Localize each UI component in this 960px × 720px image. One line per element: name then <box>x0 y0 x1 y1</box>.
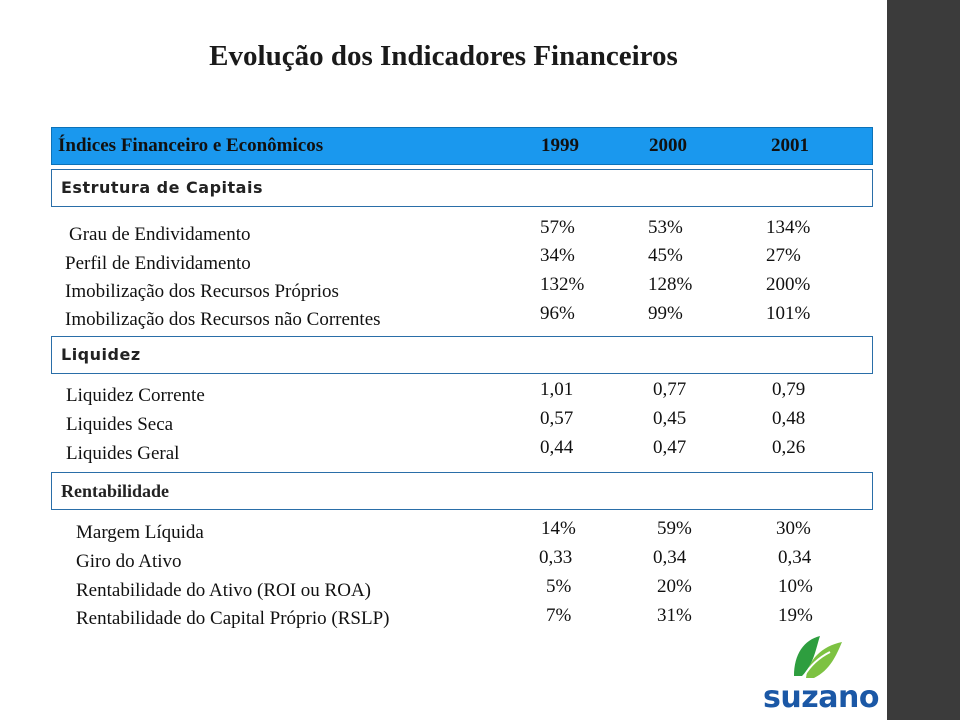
page-title: Evolução dos Indicadores Financeiros <box>209 40 678 72</box>
section-estrutura-header: Estrutura de Capitais <box>51 169 873 207</box>
value-1999: 132% <box>540 274 585 295</box>
value-1999: 96% <box>540 303 575 324</box>
value-1999: 7% <box>546 605 572 626</box>
value-2001: 27% <box>766 245 801 266</box>
section-rentabilidade-header: Rentabilidade <box>51 472 873 510</box>
value-2001: 200% <box>766 274 811 295</box>
value-2000: 31% <box>657 605 692 626</box>
section-rentabilidade-title: Rentabilidade <box>61 481 170 501</box>
value-2001: 30% <box>776 518 811 539</box>
value-2001: 101% <box>766 303 811 324</box>
value-2001: 19% <box>778 605 813 626</box>
header-label: Índices Financeiro e Econômicos <box>58 135 324 156</box>
value-2001: 0,26 <box>772 437 806 458</box>
table-header: Índices Financeiro e Econômicos 1999 200… <box>51 127 873 165</box>
row-label: Liquidez Corrente <box>66 385 205 406</box>
row-label: Grau de Endividamento <box>69 224 251 245</box>
value-1999: 5% <box>546 576 572 597</box>
section-estrutura-title: Estrutura de Capitais <box>61 178 263 197</box>
suzano-logo-text: suzano <box>763 680 879 715</box>
value-1999: 1,01 <box>540 379 574 400</box>
value-2000: 0,34 <box>653 547 687 568</box>
row-label: Rentabilidade do Ativo (ROI ou ROA) <box>76 580 371 601</box>
value-1999: 0,57 <box>540 408 574 429</box>
value-2000: 128% <box>648 274 693 295</box>
value-1999: 57% <box>540 217 575 238</box>
row-label: Imobilização dos Recursos não Correntes <box>65 309 381 330</box>
value-1999: 0,44 <box>540 437 574 458</box>
value-2000: 59% <box>657 518 692 539</box>
value-2000: 0,45 <box>653 408 687 429</box>
value-2001: 0,48 <box>772 408 806 429</box>
value-2001: 0,79 <box>772 379 806 400</box>
section-liquidez-header: Liquidez <box>51 336 873 374</box>
row-label: Giro do Ativo <box>76 551 182 572</box>
value-2001: 10% <box>778 576 813 597</box>
suzano-leaf-icon <box>794 636 842 678</box>
header-year-2001: 2001 <box>771 135 809 156</box>
row-label: Margem Líquida <box>76 522 204 543</box>
header-year-1999: 1999 <box>541 135 579 156</box>
value-2000: 45% <box>648 245 683 266</box>
row-label: Liquides Geral <box>66 443 180 464</box>
value-2000: 99% <box>648 303 683 324</box>
value-2000: 0,47 <box>653 437 687 458</box>
value-1999: 34% <box>540 245 575 266</box>
side-band <box>887 0 960 720</box>
value-1999: 14% <box>541 518 576 539</box>
value-2000: 20% <box>657 576 692 597</box>
row-label: Rentabilidade do Capital Próprio (RSLP) <box>76 608 390 629</box>
section-liquidez-title: Liquidez <box>61 345 141 364</box>
value-1999: 0,33 <box>539 547 573 568</box>
value-2000: 0,77 <box>653 379 687 400</box>
row-label: Liquides Seca <box>66 414 174 435</box>
value-2000: 53% <box>648 217 683 238</box>
value-2001: 0,34 <box>778 547 812 568</box>
row-label: Imobilização dos Recursos Próprios <box>65 281 339 302</box>
header-year-2000: 2000 <box>649 135 687 156</box>
value-2001: 134% <box>766 217 811 238</box>
row-label: Perfil de Endividamento <box>65 253 251 274</box>
